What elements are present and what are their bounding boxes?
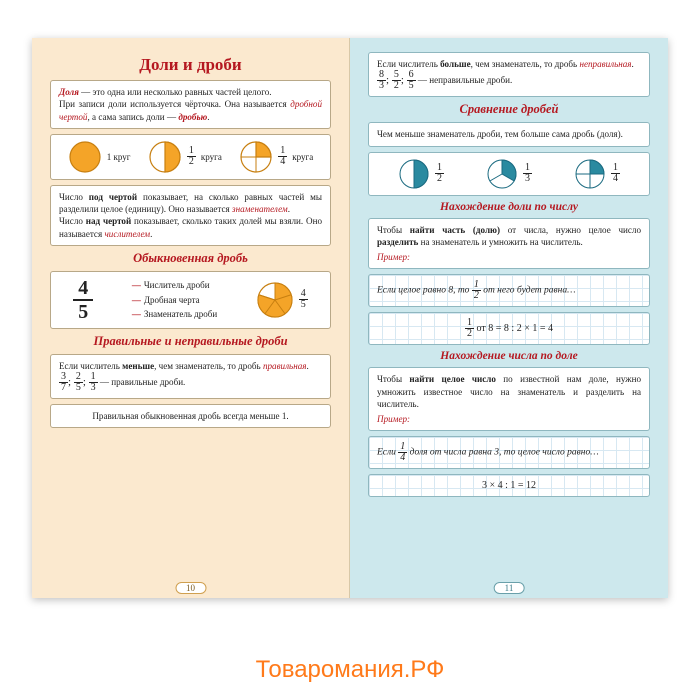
compare-text-box: Чем меньше знаменатель дроби, тем больше…: [368, 122, 650, 146]
pie-1-3: 13: [486, 158, 532, 190]
subheading-find-part: Нахождение доли по числу: [368, 201, 650, 213]
example-1-calc: 12 от 8 = 8 : 2 × 1 = 4: [368, 312, 650, 345]
find-part-box: Чтобы найти часть (долю) от числа, нужно…: [368, 218, 650, 270]
subheading-compare: Сравнение дробей: [368, 102, 650, 117]
page-number: 10: [175, 582, 206, 594]
page-left: Доли и дроби Доля — это одна или несколь…: [32, 38, 350, 598]
compare-circles-box: 12 13 14: [368, 152, 650, 196]
subheading-find-whole: Нахождение числа по доле: [368, 350, 650, 362]
rule-box: Правильная обыкновенная дробь всегда мен…: [50, 404, 331, 428]
watermark: Товаромания.РФ: [0, 656, 700, 684]
definition-box: Доля — это одна или несколько равных час…: [50, 80, 331, 129]
circles-box: 1 круг 12 круга 14 круга: [50, 134, 331, 180]
example-2-calc: 3 × 4 : 1 = 12: [368, 474, 650, 497]
pie-1-4: 14: [574, 158, 620, 190]
page-number: 11: [494, 582, 525, 594]
book-spread: Доли и дроби Доля — это одна или несколь…: [32, 38, 668, 598]
subheading-proper: Правильные и неправильные дроби: [50, 334, 331, 349]
circle-half: 12 круга: [148, 140, 222, 174]
example-label-2: Пример:: [377, 413, 641, 425]
circle-full: 1 круг: [68, 140, 131, 174]
big-fraction: 45: [73, 277, 93, 323]
pie-1-2: 12: [398, 158, 444, 190]
fraction-anatomy-box: 45 —Числитель дроби —Дробная черта —Знам…: [50, 271, 331, 329]
circle-quarter: 14 круга: [239, 140, 313, 174]
example-2-text: Если 14 доля от числа равна 3, то целое …: [368, 436, 650, 469]
term: Доля: [59, 87, 79, 97]
example-label: Пример:: [377, 251, 641, 263]
page-right: Если числитель больше, чем знаменатель, …: [350, 38, 668, 598]
numerator-denominator-box: Число под чертой показывает, на сколько …: [50, 185, 331, 246]
page-title: Доли и дроби: [50, 55, 331, 75]
fraction-labels: —Числитель дроби —Дробная черта —Знамена…: [132, 278, 217, 321]
proper-fraction-box: Если числитель меньше, чем знаменатель, …: [50, 354, 331, 399]
example-1-text: Если целое равно 8, то 12 от него будет …: [368, 274, 650, 307]
find-whole-box: Чтобы найти целое число по известной нам…: [368, 367, 650, 431]
improper-fraction-box: Если числитель больше, чем знаменатель, …: [368, 52, 650, 97]
pie-4-5: 45: [256, 281, 308, 319]
subheading-ordinary: Обыкновенная дробь: [50, 251, 331, 266]
